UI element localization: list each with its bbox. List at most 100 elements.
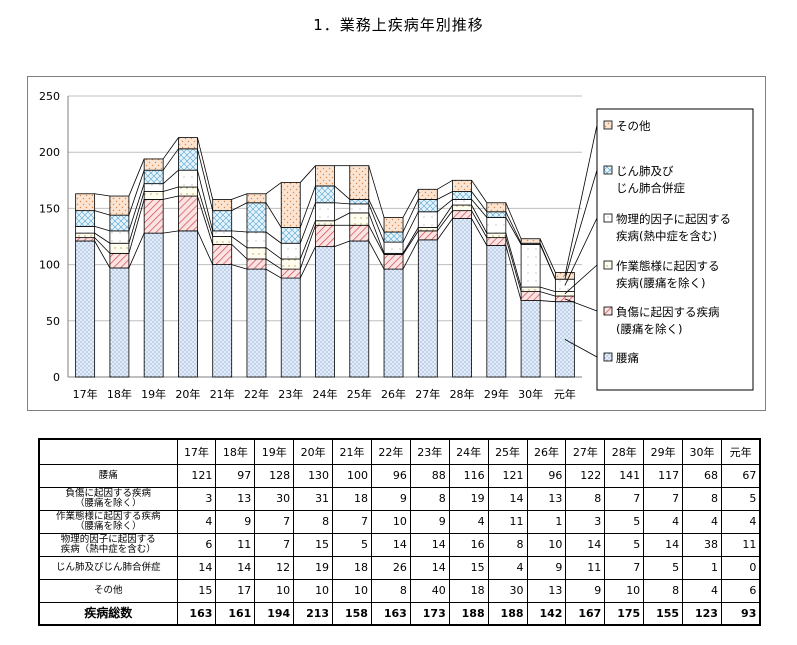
series-line: [368, 212, 385, 254]
table-cell: 7: [254, 532, 295, 557]
bar-segment: [452, 191, 472, 200]
table-cell: 9: [565, 578, 606, 603]
table-cell: 96: [526, 463, 567, 488]
x-tick-label: 元年: [554, 387, 576, 401]
table-header-cell: 25年: [487, 438, 528, 465]
table-cell: 6: [720, 578, 761, 603]
series-line: [162, 148, 179, 171]
series-line: [368, 199, 385, 233]
series-line: [128, 199, 145, 254]
table-row: 物理的因子に起因する 疾病（熱中症を含む） 6 11 7 15 5 14 14 16 8 10 14 5…: [38, 532, 761, 557]
table-cell: 13: [215, 486, 256, 511]
bar-segment: [109, 252, 130, 269]
series-line: [299, 185, 316, 228]
bar-segment: [280, 258, 301, 270]
series-line: [436, 218, 453, 241]
table-cell: 8: [682, 486, 722, 511]
series-line: [163, 186, 179, 192]
table-cell: 10: [332, 578, 372, 603]
series-line: [197, 195, 214, 245]
bar-segment: [520, 243, 541, 288]
table-cell: 1: [682, 555, 722, 580]
table-cell: 11: [215, 532, 256, 557]
bar-segment: [417, 211, 438, 228]
series-line: [162, 137, 179, 160]
series-line: [299, 220, 316, 260]
stacked-bar-chart: 0 50 100 150 200 250 17年 18年 19年 20年 21年 22年 23年 24年 2…: [39, 90, 754, 401]
bar-segment: [143, 199, 164, 234]
bar-segment: [417, 239, 438, 378]
table-cell: 5: [643, 555, 684, 580]
bar-segment: [417, 230, 438, 241]
table-cell: 7: [604, 555, 645, 580]
bar-segment: [315, 246, 335, 378]
y-tick-label: 0: [53, 371, 60, 384]
series-line: [197, 148, 214, 211]
series-line: [231, 264, 248, 270]
table-cell: 128: [254, 463, 295, 488]
series-line: [436, 210, 453, 232]
legend-label: その他: [616, 119, 651, 133]
bar-segment: [349, 199, 370, 205]
series-line: [471, 180, 488, 204]
table-cell: 9: [526, 555, 567, 580]
series-line: [505, 237, 522, 292]
bar-segment: [143, 169, 164, 185]
series-line: [402, 227, 419, 254]
table-cell: 163: [370, 601, 411, 626]
table-cell: 17: [215, 578, 256, 603]
series-line: [402, 189, 419, 218]
table-cell: 12: [254, 555, 295, 580]
x-tick-label: 22年: [244, 387, 269, 401]
bar-segment: [486, 232, 507, 239]
legend-swatch: [603, 260, 613, 270]
table-row: じん肺及びじん肺合併症 14 14 12 19 18 26 14 15 4 9 11 7 5 1 0: [38, 555, 761, 580]
series-line: [128, 232, 145, 269]
table-cell: 30: [487, 578, 528, 603]
series-line: [471, 218, 488, 246]
series-line: [368, 203, 385, 243]
bar-segment: [212, 210, 233, 232]
table-cell: 8: [643, 578, 684, 603]
page-title: 1．業務上疾病年別推移: [313, 16, 484, 34]
legend-swatch: [603, 352, 613, 362]
table-header-cell: 28年: [604, 438, 645, 465]
series-line: [231, 244, 248, 260]
table-header-cell: 19年: [254, 438, 295, 465]
table-cell: 122: [565, 463, 606, 488]
table-cell: 9: [370, 486, 411, 511]
bar-segment: [212, 243, 233, 265]
table-row-label: その他: [38, 578, 178, 603]
table-row-label: 負傷に起因する疾病 （腰痛を除く）: [38, 486, 178, 511]
bar-segment: [212, 230, 233, 237]
series-line: [539, 243, 556, 280]
bar-segment: [75, 232, 96, 239]
bar-segment: [143, 183, 164, 192]
legend-label: じん肺及びじん肺合併症: [616, 164, 685, 195]
series-line: [368, 240, 385, 270]
table-cell: 4: [682, 509, 722, 534]
x-tick-label: 18年: [107, 387, 132, 401]
legend-label: 作業態様に起因する疾病(腰痛を除く): [616, 259, 720, 290]
table-cell: 117: [643, 463, 684, 488]
x-tick-label: 29年: [484, 387, 509, 401]
series-line: [437, 199, 453, 213]
series-line: [334, 212, 350, 222]
bar-segment: [212, 264, 233, 378]
table-corner-cell: [38, 438, 178, 465]
table-cell: 123: [682, 601, 722, 626]
table-cell: 7: [254, 509, 295, 534]
series-line: [505, 202, 522, 239]
bar-segment: [486, 216, 507, 234]
series-line: [334, 202, 350, 205]
table-cell: 14: [176, 555, 217, 580]
table-header-cell: 26年: [526, 438, 567, 465]
bar-segment: [417, 188, 438, 200]
legend-swatch: [603, 213, 613, 223]
series-line: [505, 233, 522, 288]
table-cell: 31: [293, 486, 334, 511]
series-line: [197, 137, 214, 200]
series-line: [94, 193, 110, 197]
bar-segment: [75, 225, 96, 234]
bar-segment: [280, 277, 301, 378]
